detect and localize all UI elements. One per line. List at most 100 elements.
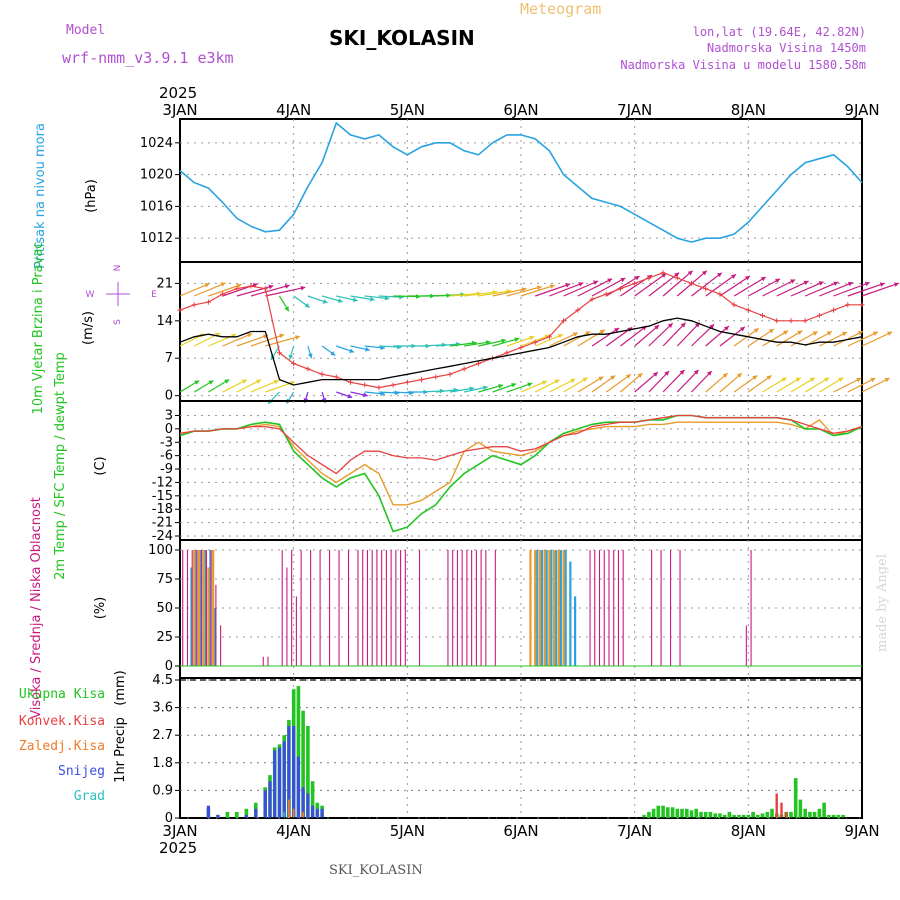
precip-bar-snijeg <box>315 808 319 818</box>
wind-unit: (m/s) <box>81 311 96 345</box>
wind-vector-head <box>610 375 616 380</box>
wind-vector-head <box>330 351 336 356</box>
wind-vector-head <box>352 297 358 303</box>
wind-vector-head <box>731 274 736 279</box>
wind-vector <box>591 375 616 393</box>
wind-vector <box>492 288 527 297</box>
wind-gust-marker <box>362 382 368 388</box>
wind-vector <box>847 282 885 297</box>
wind-gust-marker <box>276 350 282 356</box>
wind-vector-head <box>598 376 604 381</box>
precip-bar-ukupnakisa <box>751 811 755 818</box>
wind-ytick-label: 14 <box>156 314 173 329</box>
precip-bar-ukupnakisa <box>812 811 817 818</box>
wind-gust-marker <box>419 377 425 383</box>
bottom-date-labels: 3JAN 4JAN 5JAN 6JAN 7JAN 8JAN 9JAN <box>162 822 879 840</box>
precip-ytick-label: 4.5 <box>152 673 173 688</box>
wind-vector-head <box>620 278 626 283</box>
pressure-title: Pritisak na nivou mora <box>33 123 48 269</box>
wind-vector <box>705 325 730 347</box>
precip-bar-ukupnakisa <box>296 686 301 818</box>
wind-vector-head <box>204 283 210 288</box>
wind-vector-head <box>554 379 560 384</box>
precip-bar-ukupnakisa <box>808 811 812 818</box>
wind-vector <box>478 339 507 347</box>
wind-gust-marker <box>433 374 439 380</box>
cloud-ytick-label: 50 <box>156 601 173 616</box>
precip-ytick-label: 1.8 <box>152 756 173 771</box>
temp-ytick-label: -21 <box>152 516 173 531</box>
wind-vector <box>691 272 723 297</box>
wind-vector <box>762 377 787 393</box>
wind-gust-marker <box>333 374 339 380</box>
wind-vector <box>620 372 643 393</box>
top-date-labels: 3JAN 4JAN 5JAN 6JAN 7JAN 8JAN 9JAN <box>162 101 879 119</box>
wind-vector-head <box>664 371 670 376</box>
bottom-date-7JAN: 7JAN <box>617 822 652 840</box>
precip-ytick-label: 3.6 <box>152 701 173 716</box>
wind-vector-head <box>879 282 885 287</box>
top-date-4JAN: 4JAN <box>276 101 311 119</box>
temp-ytick-label: -3 <box>160 435 173 450</box>
wind-vector-head <box>634 276 640 281</box>
wind-vector-head <box>679 369 685 375</box>
wind-vector <box>634 272 667 297</box>
precip-bar-ukupnakisa <box>670 807 675 818</box>
precip-bar-snijeg <box>254 808 258 818</box>
wind-vector-head <box>709 324 715 330</box>
precip-bar-ukupnakisa <box>817 808 822 818</box>
wind-gust-marker <box>845 302 851 308</box>
precip-ytick-label: 2.7 <box>152 728 173 743</box>
compass-north: N <box>113 265 123 272</box>
wind-vector-head <box>585 331 591 336</box>
wind-vector-head <box>501 338 506 344</box>
wind-ytick-label: 0 <box>165 389 173 404</box>
wind-vector-head <box>241 379 247 384</box>
precip-bar-ukupnakisa <box>827 814 831 818</box>
precip-bar-snijeg <box>301 787 305 818</box>
wind-vector <box>790 377 816 393</box>
wind-vector-head <box>363 392 368 398</box>
wind-vector <box>549 332 579 347</box>
wind-vector <box>747 375 772 393</box>
wind-vector-head <box>409 390 414 396</box>
wind-vector-head <box>894 282 899 287</box>
wind-vector-head <box>706 371 712 376</box>
wind-vector-head <box>536 285 542 291</box>
wind-vector-head <box>607 278 613 283</box>
wind-vector-head <box>300 285 306 291</box>
precip-bar-ukupnakisa <box>760 813 765 818</box>
wind-vector <box>719 326 746 347</box>
wind-vector <box>492 337 520 347</box>
wind-gust-marker <box>234 286 240 292</box>
wind-gust-marker <box>774 318 780 324</box>
wind-vector-head <box>570 378 576 384</box>
wind-vector <box>506 286 542 297</box>
wind-vector <box>733 276 767 297</box>
wind-gust-marker <box>319 371 325 377</box>
precip-legend-item: Grad <box>74 789 105 804</box>
wind-gust-marker <box>262 286 268 292</box>
wind-vector-head <box>220 282 226 287</box>
wind-vector <box>449 342 477 347</box>
wind-vector-head <box>549 284 555 289</box>
precip-bar-ukupnakisa <box>661 805 665 818</box>
wind-vector <box>236 379 262 393</box>
wind-vector-head <box>760 277 766 282</box>
bottom-date-9JAN: 9JAN <box>844 822 879 840</box>
wind-compass-icon: N W E S <box>86 265 158 325</box>
wind-vector-head <box>256 379 261 384</box>
svg-text:Pritisak na nivou mora: Pritisak na nivou mora <box>33 123 48 269</box>
wind-vector-head <box>824 377 830 382</box>
wind-vector <box>804 281 839 297</box>
precip-bar-snijeg <box>244 814 248 818</box>
wind-vector <box>833 330 864 347</box>
wind-vector-head <box>578 282 584 287</box>
wind-vector <box>620 325 648 347</box>
precip-bar-ukupnakisa <box>301 710 305 818</box>
top-date-3JAN: 3JAN <box>162 101 197 119</box>
wind-vector-head <box>593 280 599 285</box>
wind-vector-head <box>279 333 285 339</box>
top-date-7JAN: 7JAN <box>617 101 652 119</box>
precip-panel: 0 0.9 1.8 2.7 3.6 4.5 <box>152 673 863 826</box>
